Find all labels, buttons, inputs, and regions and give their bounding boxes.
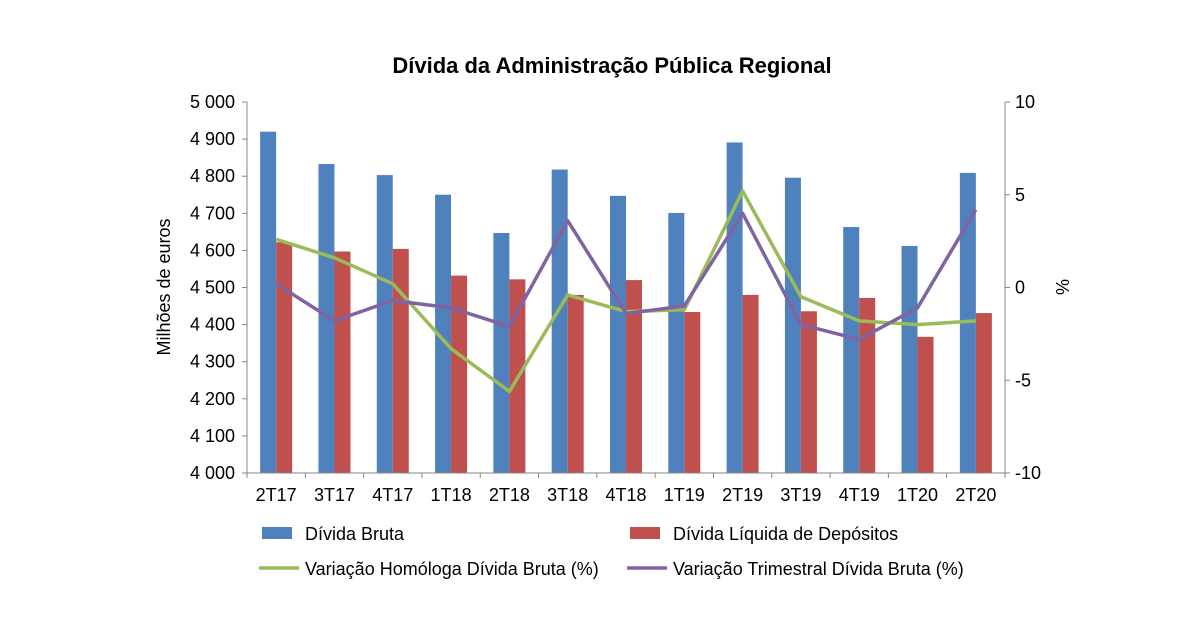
bar-divida-bruta-3T19 [784,177,801,473]
bar-divida-bruta-4T19 [843,227,860,473]
bar-divida-liquida-1T19 [684,311,701,473]
bar-divida-bruta-2T19 [726,142,743,473]
y-tick-label-left: 4 800 [190,166,235,186]
y-tick-label-left: 4 200 [190,389,235,409]
x-tick-label: 3T17 [314,485,355,505]
x-tick-label: 1T18 [431,485,472,505]
legend-label-variacao-trimestral: Variação Trimestral Dívida Bruta (%) [673,559,964,579]
y-tick-label-right: 0 [1015,278,1025,298]
y-axis-label-left: Milhões de euros [154,218,174,355]
x-tick-label: 1T19 [664,485,705,505]
legend: Dívida Bruta Dívida Líquida de Depósitos V… [259,524,964,579]
legend-label-variacao-homologa: Variação Homóloga Dívida Bruta (%) [305,559,599,579]
bar-divida-bruta-1T20 [901,245,918,473]
y-axis-label-right: % [1052,279,1072,295]
bar-divida-bruta-2T17 [260,131,277,473]
y-tick-label-left: 4 700 [190,203,235,223]
chart-title: Dívida da Administração Pública Regional [392,53,831,78]
y-tick-label-left: 4 900 [190,129,235,149]
bar-divida-liquida-2T20 [975,313,992,473]
legend-swatch-divida-liquida [630,527,660,539]
bar-divida-bruta-4T18 [610,195,626,473]
x-tick-label: 4T18 [605,485,646,505]
y-tick-label-left: 4 600 [190,240,235,260]
bar-divida-liquida-2T19 [742,294,759,473]
bar-divida-liquida-4T19 [859,297,876,473]
bar-divida-liquida-3T17 [334,251,351,473]
y-tick-label-left: 4 300 [190,352,235,372]
bar-divida-bruta-1T19 [668,212,685,473]
legend-label-divida-liquida: Dívida Líquida de Depósitos [673,524,898,544]
bar-divida-liquida-3T18 [567,294,584,473]
plot-area: 4 000 4 100 4 200 4 300 4 400 4 500 4 600 4 700… [190,92,1041,505]
legend-label-divida-bruta: Dívida Bruta [305,524,405,544]
bar-divida-bruta-2T18 [493,232,510,473]
x-tick-label: 2T20 [955,485,996,505]
y-tick-label-right: 5 [1015,185,1025,205]
bar-divida-liquida-1T18 [451,275,468,473]
bar-divida-bruta-3T18 [551,169,568,473]
legend-swatch-divida-bruta [262,527,292,539]
x-tick-label: 2T17 [256,485,297,505]
x-tick-label: 3T19 [780,485,821,505]
bar-divida-liquida-1T20 [917,336,934,473]
bar-divida-liquida-2T17 [276,242,293,473]
x-tick-label: 2T18 [489,485,530,505]
x-tick-label: 4T19 [839,485,880,505]
bar-divida-bruta-3T17 [318,163,335,473]
bar-divida-liquida-4T18 [626,280,642,473]
x-tick-label: 3T18 [547,485,588,505]
bar-divida-bruta-1T18 [435,194,452,473]
x-tick-label: 1T20 [897,485,938,505]
y-tick-label-left: 4 500 [190,278,235,298]
line-variacao-trimestral [275,208,978,342]
y-tick-label-left: 4 100 [190,426,235,446]
bar-divida-liquida-3T19 [800,311,817,473]
y-tick-label-left: 4 400 [190,315,235,335]
y-tick-label-right: -10 [1015,463,1041,483]
bar-divida-liquida-4T17 [392,248,409,473]
x-tick-label: 4T17 [372,485,413,505]
y-tick-label-right: 10 [1015,92,1035,112]
y-tick-label-left: 5 000 [190,92,235,112]
bar-divida-bruta-4T17 [376,175,393,473]
x-tick-label: 2T19 [722,485,763,505]
y-tick-label-right: -5 [1015,370,1031,390]
y-tick-label-left: 4 000 [190,463,235,483]
